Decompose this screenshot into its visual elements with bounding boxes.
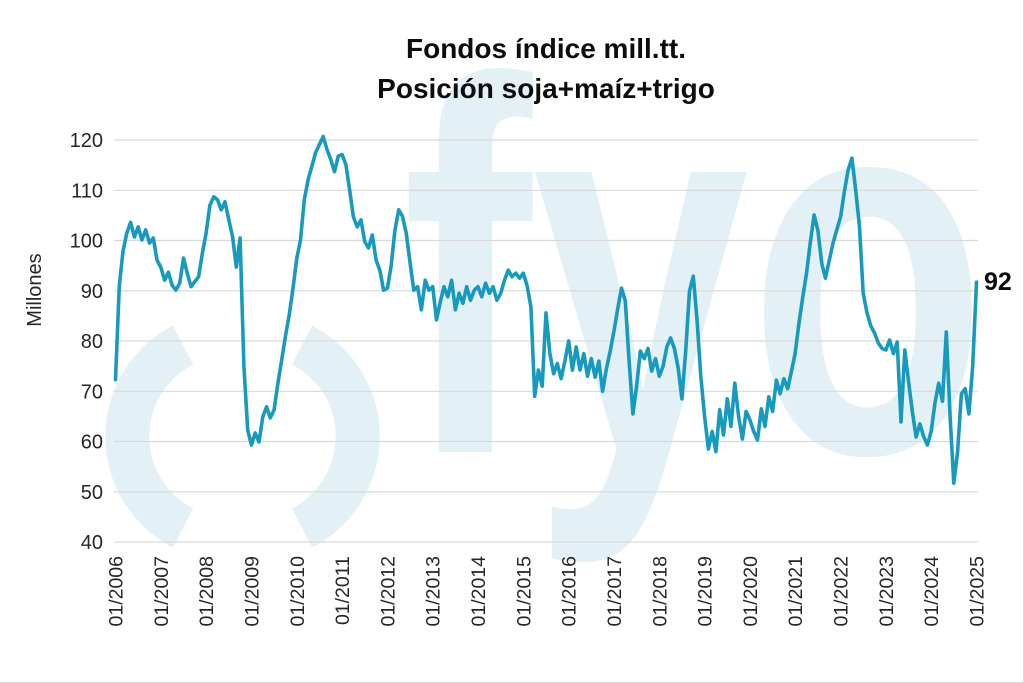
y-tick-label: 80 [81, 331, 103, 353]
x-tick-label: 01/2015 [513, 556, 535, 627]
x-tick-label: 01/2014 [468, 556, 490, 627]
x-tick-label: 01/2008 [196, 556, 218, 627]
y-tick-label: 70 [81, 381, 103, 403]
x-tick-label: 01/2022 [831, 556, 853, 627]
x-tick-label: 01/2024 [921, 556, 943, 627]
x-tick-label: 01/2016 [559, 556, 581, 627]
watermark-right-paren-icon [291, 325, 380, 548]
y-tick-label: 120 [70, 130, 103, 152]
y-tick-label: 50 [81, 482, 103, 504]
x-tick-label: 01/2006 [106, 556, 128, 627]
x-tick-label: 01/2021 [785, 556, 807, 627]
x-tick-label: 01/2012 [377, 556, 399, 627]
chart-title-line2: Posición soja+maíz+trigo [377, 73, 715, 104]
x-tick-label: 01/2010 [287, 556, 309, 627]
x-tick-label: 01/2011 [332, 556, 354, 625]
x-tick-label: 01/2023 [876, 556, 898, 627]
x-tick-label: 01/2020 [740, 556, 762, 627]
series-end-value-label: 92 [984, 268, 1012, 296]
x-tick-label: 01/2018 [649, 556, 671, 627]
y-axis-title: Millones [24, 253, 46, 327]
x-tick-label: 01/2013 [423, 556, 445, 627]
watermark-left-paren-icon [105, 325, 194, 548]
x-tick-label: 01/2017 [604, 556, 626, 627]
x-tick-label: 01/2009 [241, 556, 263, 627]
y-tick-label: 40 [81, 532, 103, 554]
y-tick-label: 60 [81, 432, 103, 454]
x-tick-label: 01/2025 [967, 556, 989, 627]
y-tick-label: 100 [70, 231, 103, 253]
x-tick-label: 01/2007 [151, 556, 173, 627]
series-line [113, 134, 979, 486]
y-tick-label: 110 [71, 180, 103, 202]
x-tick-label: 01/2019 [695, 556, 717, 627]
chart-title-line1: Fondos índice mill.tt. [406, 33, 686, 64]
y-tick-label: 90 [81, 281, 103, 303]
